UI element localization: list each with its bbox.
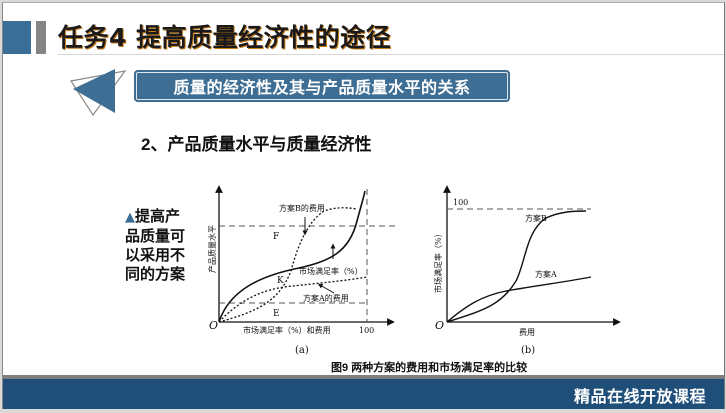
y-axis-label-b: 市场满足率（%） [433, 229, 443, 293]
title-bar: 任务4 提高质量经济性的途径 [3, 3, 724, 55]
subheading: 2、产品质量水平与质量经济性 [141, 135, 372, 154]
x-axis-label-a: 市场满足率（%）和费用 [243, 325, 331, 335]
panel-b-label: (b) [521, 345, 535, 356]
side-note: ▲提高产 品质量可 以采用不 同的方案 [125, 207, 195, 284]
page-title: 任务4 提高质量经济性的途径 [58, 23, 392, 52]
region-label-k: K [277, 276, 284, 286]
footer-bar: 精品在线开放课程 [3, 379, 724, 409]
series-label-plan-b: 方案B [525, 213, 547, 223]
section-banner-label: 质量的经济性及其与产品质量水平的关系 [173, 78, 471, 97]
x-max-label-a: 100 [359, 326, 374, 335]
x-axis-label-b: 费用 [519, 327, 535, 337]
chart-panel-b: 100 方案B 方案A O 费用 (b) 市场满足率（%） [433, 185, 621, 356]
chart-panel-a: 方案B的费用 市场满足率（%） 方案A的费用 F K E O 市场满足率（%）和… [207, 185, 395, 356]
origin-label-a: O [209, 319, 218, 332]
side-note-line-4: 同的方案 [125, 265, 186, 283]
title-accent-block [3, 21, 31, 54]
side-note-line-3: 以采用不 [125, 246, 186, 264]
annotation-market-rate: 市场满足率（%） [299, 266, 363, 276]
side-note-line-1: 提高产 [135, 207, 181, 225]
title-gray-block [36, 21, 46, 54]
annotation-plan-b-cost: 方案B的费用 [279, 203, 325, 213]
region-label-f: F [273, 232, 279, 242]
panel-a-label: (a) [295, 345, 309, 356]
footer-text: 精品在线开放课程 [573, 387, 706, 406]
y-axis-label-a: 产品质量水平 [207, 225, 217, 273]
y-max-label-b: 100 [453, 198, 468, 207]
title-divider [58, 54, 724, 55]
annotation-plan-a-cost: 方案A的费用 [303, 293, 349, 303]
triangle-arrow-left-icon [70, 69, 127, 117]
origin-label-b: O [435, 319, 444, 332]
figure-caption: 图9 两种方案的费用和市场满足率的比较 [331, 362, 528, 374]
section-banner: 质量的经济性及其与产品质量水平的关系 [134, 70, 510, 102]
region-label-e: E [273, 309, 280, 319]
footer-divider [3, 375, 724, 379]
series-label-plan-a: 方案A [535, 269, 557, 279]
triangle-bullet-icon: ▲ [125, 210, 135, 225]
side-note-line-2: 品质量可 [125, 227, 186, 245]
